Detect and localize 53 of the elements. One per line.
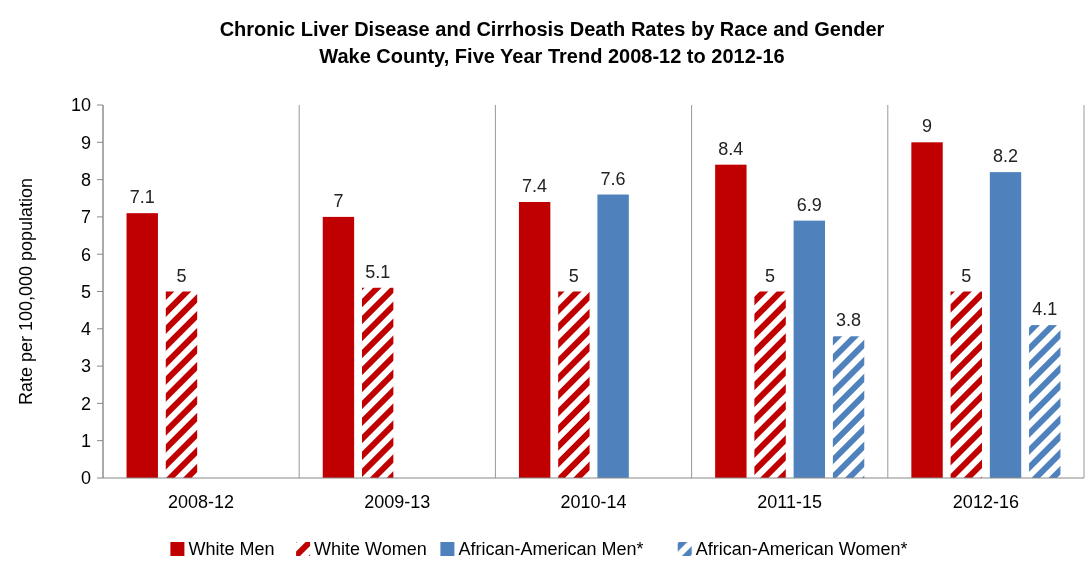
y-tick-label: 0 (80, 468, 91, 489)
y-tick-label: 3 (80, 356, 91, 377)
bar (754, 291, 786, 478)
x-tick-label: 2008-12 (168, 492, 235, 512)
bar (558, 291, 590, 478)
data-label: 8.2 (993, 146, 1019, 167)
chart-title: Chronic Liver Disease and Cirrhosis Death Rates by Race and Gender (219, 18, 885, 40)
x-tick-label: 2012-16 (952, 492, 1019, 512)
data-label: 3.8 (836, 310, 862, 331)
data-label: 6.9 (796, 194, 822, 215)
bar (597, 194, 629, 478)
bar (950, 291, 982, 478)
y-tick-label: 6 (80, 244, 91, 265)
data-label: 5 (961, 265, 972, 286)
bar (165, 291, 198, 478)
y-tick-label: 1 (80, 431, 91, 451)
bar (322, 216, 355, 478)
bar (715, 164, 747, 478)
legend-label: African-American Women* (695, 539, 908, 559)
y-tick-label: 2 (80, 393, 91, 414)
data-label: 8.4 (718, 138, 744, 159)
x-tick-label: 2011-15 (757, 492, 823, 512)
data-label: 7.6 (600, 168, 626, 189)
bar (126, 213, 158, 478)
bar (793, 220, 826, 478)
data-label: 4.1 (1032, 299, 1058, 320)
y-axis-title: Rate per 100,000 population (16, 177, 36, 406)
bar (911, 142, 943, 478)
data-label: 7.1 (129, 187, 155, 208)
chart-subtitle: Wake County, Five Year Trend 2008-12 to 2012-16 (319, 45, 785, 67)
legend-label: White Men (188, 539, 275, 559)
data-label: 5 (568, 265, 579, 286)
bar (361, 287, 394, 478)
legend-label: African-American Men* (458, 539, 644, 559)
x-tick-label: 2010-14 (560, 492, 627, 512)
y-tick-label: 8 (80, 169, 91, 190)
x-tick-label: 2009-13 (364, 492, 431, 512)
y-tick-label: 7 (80, 207, 91, 228)
bar (518, 201, 551, 478)
y-tick-label: 4 (80, 319, 91, 340)
bar (832, 336, 865, 478)
y-tick-label: 9 (80, 132, 91, 153)
y-tick-label: 5 (80, 281, 91, 302)
data-label: 5 (176, 265, 187, 286)
y-tick-label: 10 (70, 95, 91, 116)
data-label: 7 (333, 190, 344, 211)
bar (989, 172, 1022, 478)
bar (1029, 325, 1061, 478)
data-label: 5.1 (365, 261, 391, 282)
data-label: 5 (765, 265, 776, 286)
legend-label: White Women (314, 539, 427, 559)
data-label: 9 (922, 116, 933, 137)
data-label: 7.4 (522, 175, 548, 196)
